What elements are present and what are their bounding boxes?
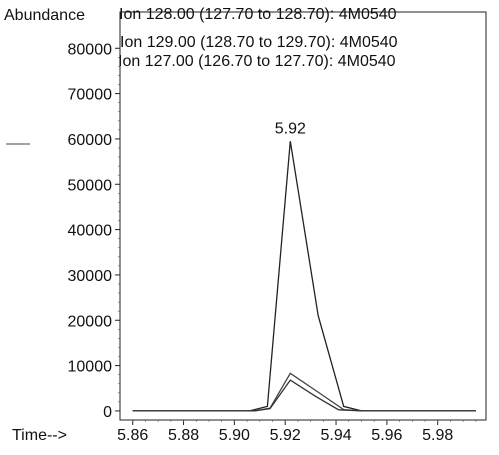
y-tick-label: 50000	[68, 177, 113, 194]
y-tick-label: 20000	[68, 313, 113, 330]
series-lines	[132, 141, 476, 412]
x-tick-label: 5.98	[422, 427, 453, 444]
y-tick-label: 30000	[68, 268, 113, 285]
series-line	[132, 141, 476, 412]
y-tick-label: 70000	[68, 87, 113, 104]
y-tick-label: 10000	[68, 359, 113, 376]
y-axis-label: Abundance	[4, 7, 85, 24]
x-tick-label: 5.86	[117, 427, 148, 444]
x-tick-label: 5.96	[371, 427, 402, 444]
legend-entry: Ion 128.00 (127.70 to 128.70): 4M0540	[119, 6, 397, 23]
x-tick-label: 5.90	[219, 427, 250, 444]
y-tick-label: 60000	[68, 132, 113, 149]
x-tick-label: 5.94	[320, 427, 351, 444]
y-axis-ticks: 0 10000 20000 30000 40000 50000 60000 70000 8000…	[68, 41, 120, 421]
x-tick-label: 5.92	[270, 427, 301, 444]
series-line	[132, 372, 476, 412]
axes	[6, 11, 487, 421]
y-tick-label: 0	[103, 404, 112, 421]
x-tick-label: 5.88	[168, 427, 199, 444]
y-tick-label: 40000	[68, 223, 113, 240]
legend-entry: Ion 127.00 (126.70 to 127.70): 4M0540	[118, 53, 396, 70]
y-tick-label: 80000	[68, 41, 113, 58]
annotations: 5.92	[275, 120, 306, 137]
legend-entry: Ion 129.00 (128.70 to 129.70): 4M0540	[120, 34, 398, 51]
legend: Ion 128.00 (127.70 to 128.70): 4M0540 Ion…	[118, 6, 398, 70]
series-line	[132, 379, 476, 412]
x-axis-ticks: 5.86 5.88 5.90 5.92 5.94 5.96 5.98	[117, 420, 477, 444]
peak-label: 5.92	[275, 120, 306, 137]
plot-frame	[119, 11, 487, 421]
x-axis-label: Time-->	[12, 427, 67, 444]
